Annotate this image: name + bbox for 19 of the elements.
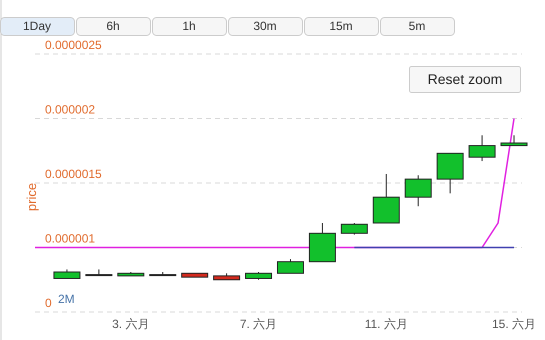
y-tick-label: 0.000002 xyxy=(45,102,96,116)
x-tick-label: 3. 六月 xyxy=(112,317,150,331)
reset-zoom-button: Reset zoom xyxy=(409,66,521,93)
y-axis-title: price xyxy=(24,182,39,212)
range-button: 6h xyxy=(76,17,151,36)
y-tick-label: 0.0000015 xyxy=(45,167,102,181)
x-tick-label: 11. 六月 xyxy=(364,317,408,331)
x-tick-label: 7. 六月 xyxy=(240,317,278,331)
y-tick-label: 0 xyxy=(45,296,52,310)
range-button: 5m xyxy=(380,17,455,36)
range-button: 30m xyxy=(228,17,303,36)
annotation: Reset zoom xyxy=(428,71,502,87)
range-button: 15m xyxy=(304,17,379,36)
y-tick-label: 0.0000025 xyxy=(45,38,102,52)
y-tick-label: 0.000001 xyxy=(45,232,96,246)
x-tick-label: 15. 六月 xyxy=(492,317,536,331)
range-button: 1h xyxy=(152,17,227,36)
range-button: 1Day xyxy=(0,17,75,36)
annotation: 2M xyxy=(58,292,75,306)
